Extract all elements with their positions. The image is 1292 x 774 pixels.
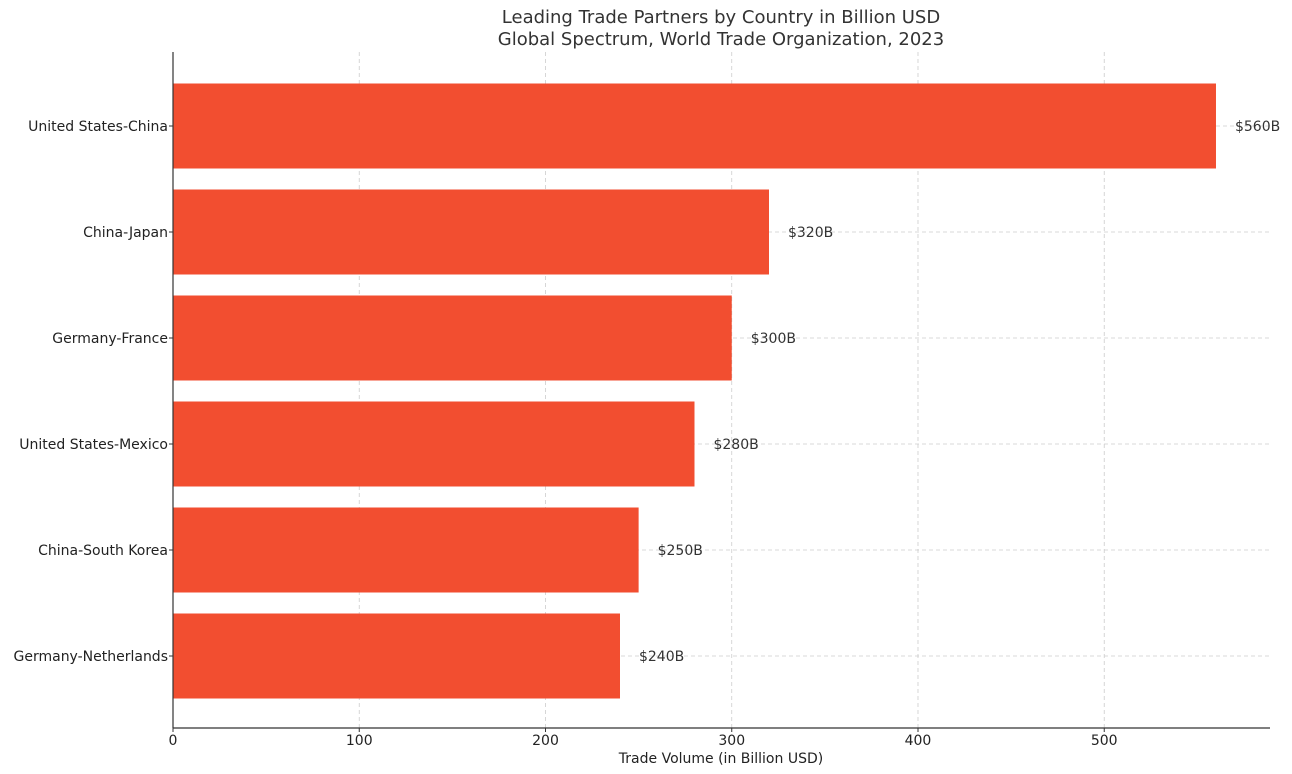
axes [169,52,1270,732]
bar [173,613,620,699]
bar [173,507,639,593]
x-axis-tick-labels: 0 100 200 300 400 500 [169,733,1118,749]
bar-value-label: $280B [713,437,758,453]
y-tick-label: United States-China [28,119,168,135]
bar [173,295,732,381]
x-tick-label: 100 [346,733,373,749]
y-tick-label: United States-Mexico [19,437,168,453]
x-tick-label: 300 [718,733,745,749]
x-tick-label: 0 [169,733,178,749]
bar [173,189,769,275]
chart-subtitle: Global Spectrum, World Trade Organizatio… [498,29,944,50]
y-axis-tick-labels: United States-China China-Japan Germany-Fr… [14,119,169,665]
bar [173,83,1216,169]
y-tick-label: Germany-Netherlands [14,649,169,665]
bar-value-label: $300B [751,331,796,347]
bars [173,83,1216,699]
bar-value-label: $250B [658,543,703,559]
value-labels: $560B $320B $300B $280B $250B $240B [639,119,1280,665]
x-tick-label: 400 [905,733,932,749]
bar [173,401,695,487]
x-axis-label: Trade Volume (in Billion USD) [618,751,823,767]
y-tick-label: China-South Korea [38,543,168,559]
y-tick-label: Germany-France [52,331,168,347]
y-tick-label: China-Japan [83,225,168,241]
x-tick-label: 500 [1091,733,1118,749]
bar-value-label: $240B [639,649,684,665]
chart-title: Leading Trade Partners by Country in Bil… [502,7,940,28]
bar-value-label: $560B [1235,119,1280,135]
bar-value-label: $320B [788,225,833,241]
x-tick-label: 200 [532,733,559,749]
